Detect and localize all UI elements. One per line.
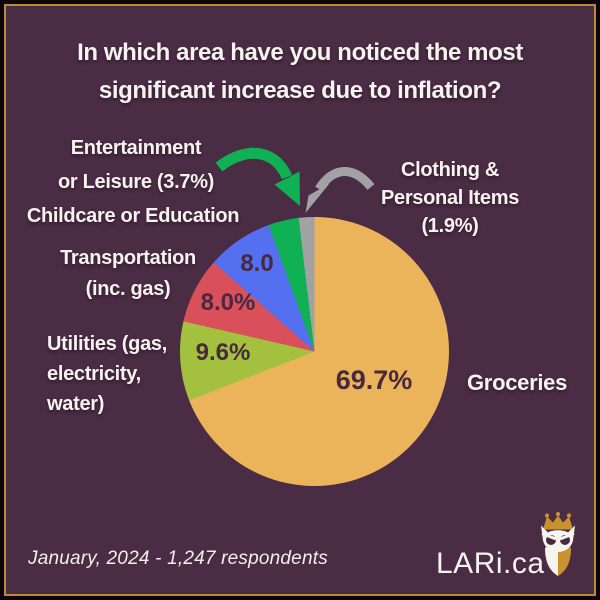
- label-clothing: Clothing & Personal Items (1.9%): [380, 159, 520, 237]
- slice-value-transportation: 8.0%: [200, 289, 256, 316]
- label-childcare: Childcare or Education: [26, 205, 240, 227]
- label-entertainment: Entertainment or Leisure (3.7%): [57, 137, 215, 193]
- brand-wordmark: LARi.ca: [436, 547, 545, 580]
- slice-value-childcare: 8.0: [240, 250, 274, 277]
- page-title: In which area have you noticed the most …: [0, 34, 600, 110]
- label-transportation: Transportation (inc. gas): [60, 247, 196, 300]
- label-groceries: Groceries: [467, 370, 568, 395]
- slice-value-utilities: 9.6%: [195, 339, 251, 366]
- green-arrow-icon: [215, 147, 300, 206]
- label-utilities: Utilities (gas, electricity, water): [47, 333, 167, 415]
- crown-icon: [543, 512, 573, 530]
- pie-chart: [180, 217, 449, 486]
- owl-logo-icon: [541, 512, 575, 576]
- title-line-2: significant increase due to inflation?: [98, 77, 502, 104]
- slice-value-groceries: 69.7%: [335, 365, 413, 395]
- title-line-1: In which area have you noticed the most: [77, 39, 523, 66]
- source-note: January, 2024 - 1,247 respondents: [28, 548, 328, 569]
- gray-arrow-icon: [305, 167, 375, 213]
